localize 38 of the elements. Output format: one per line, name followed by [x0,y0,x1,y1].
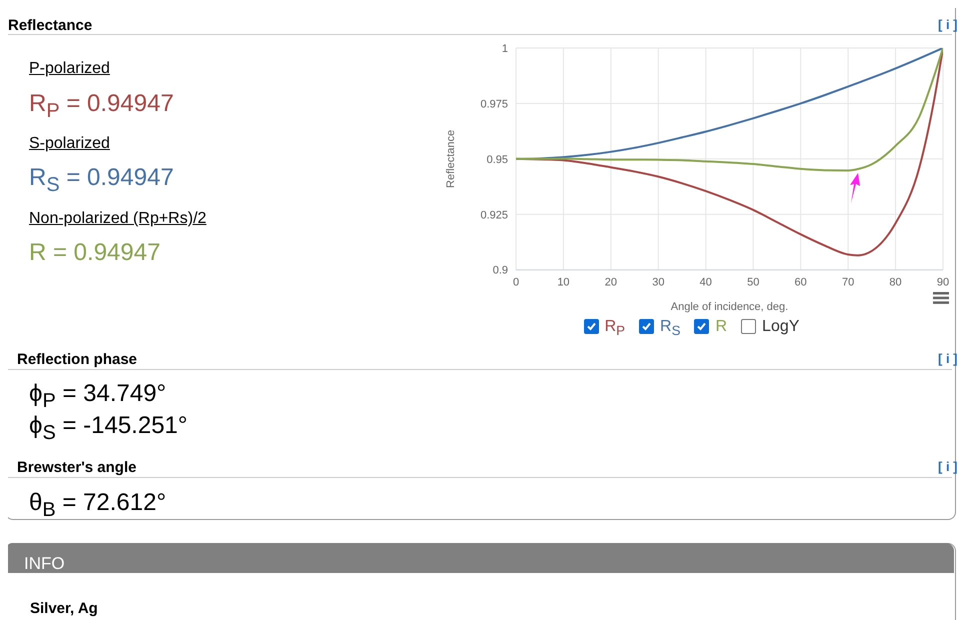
text: R$_{P}$ = 0.94947 [29,90,174,123]
y-axis-title: Reflectance [444,130,457,188]
text: [ i ] [938,17,958,32]
text: R$_{S}$ = 0.94947 [29,164,174,197]
x-tick-label: 90 [936,276,950,289]
text: P-polarized [29,60,110,78]
x-tick-label: 20 [604,276,618,289]
text: ϕ$_{S}$ = -145.251° [29,412,188,445]
x-tick-label: 80 [889,276,902,289]
text: θ$_{B}$ = 72.612° [29,489,166,522]
x-tick-label: 40 [700,276,712,289]
text: Reflection phase [17,351,138,368]
text: LogY [762,318,800,335]
x-tick-label: 70 [842,276,854,289]
x-tick-label: 0 [512,276,520,289]
text: R$_{P}$ [604,318,626,338]
text: R$_{S}$ [660,318,680,338]
text: Reflectance [8,17,92,34]
y-tick-label: 0.95 [486,154,508,166]
x-tick-label: 60 [794,276,807,289]
x-axis-title: Angle of incidence, deg. [670,300,788,313]
text: R [715,318,728,335]
x-tick-label: 50 [747,276,760,289]
text: ϕ$_{P}$ = 34.749° [29,380,166,413]
text: INFO [24,554,65,574]
x-tick-label: 10 [557,276,570,289]
x-tick-label: 30 [652,276,664,289]
text: Non-polarized (Rp+Rs)/2 [29,210,206,228]
y-tick-label: 0.9 [492,264,508,277]
text: R = 0.94947 [29,239,160,267]
y-tick-label: 0.925 [480,209,508,222]
text: S-polarized [29,135,110,153]
text: Silver, Ag [30,600,98,617]
y-tick-label: 0.975 [480,98,508,110]
text: Brewster's angle [17,459,136,476]
text: [ i ] [938,459,958,474]
text: [ i ] [938,351,958,366]
y-tick-label: 1 [502,42,508,55]
